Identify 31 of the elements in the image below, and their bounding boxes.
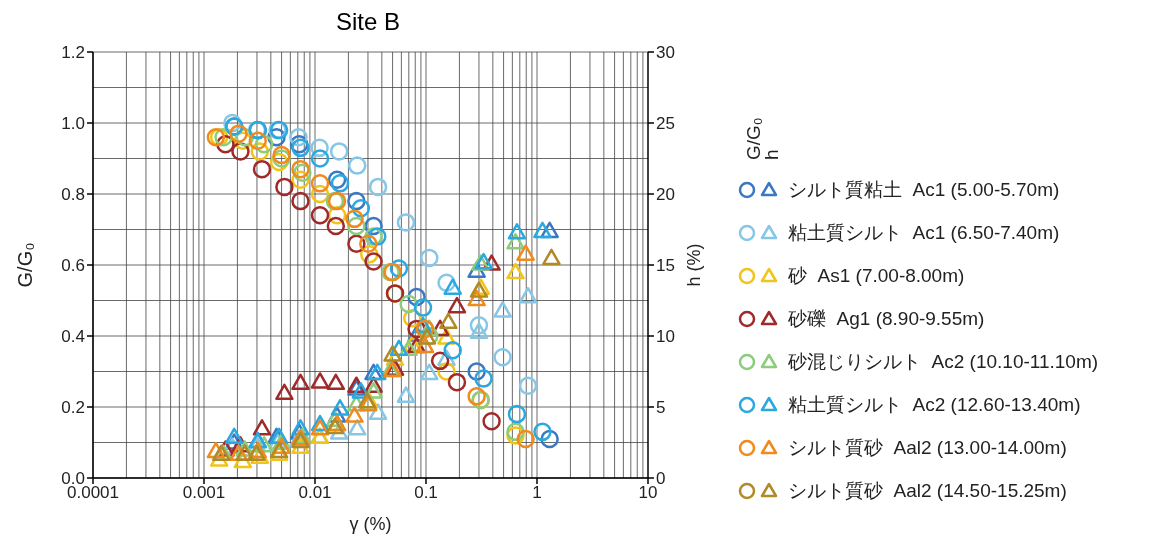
legend-label: 砂混じりシルト Ac2 (10.10-11.10m)	[788, 349, 1099, 374]
legend-label: 粘土質シルト Ac1 (6.50-7.40m)	[788, 220, 1060, 245]
x-tick-label: 0.001	[182, 483, 226, 503]
x-tick-label: 1	[532, 483, 542, 503]
y2-tick-label: 10	[656, 327, 675, 347]
y-tick-label: 1.0	[61, 114, 85, 134]
legend-label: シルト質砂 Aal2 (14.50-15.25m)	[788, 478, 1067, 503]
y2-tick-label: 20	[656, 185, 675, 205]
y-axis-title: G/G₀	[14, 242, 36, 288]
y2-tick-label: 0	[656, 469, 666, 489]
legend-label: 砂 As1 (7.00-8.00m)	[788, 263, 965, 288]
legend-label: 砂礫 Ag1 (8.90-9.55m)	[788, 306, 985, 331]
legend-title: G/G₀ h	[743, 117, 782, 160]
chart-title: Site B	[335, 8, 401, 36]
y2-tick-label: 30	[656, 43, 675, 63]
legend-label: シルト質砂 Aal2 (13.00-14.00m)	[788, 435, 1067, 460]
y-tick-label: 0.8	[61, 185, 85, 205]
y-tick-label: 0.4	[61, 327, 85, 347]
x-tick-label: 0.01	[298, 483, 332, 503]
x-tick-label: 0.1	[414, 483, 438, 503]
y-tick-label: 0.6	[61, 256, 85, 276]
y2-axis-title: h (%)	[684, 243, 704, 287]
x-tick-label: 10	[638, 483, 658, 503]
y2-tick-label: 5	[656, 398, 666, 418]
y2-tick-label: 15	[656, 256, 675, 276]
legend-label: シルト質粘土 Ac1 (5.00-5.70m)	[788, 177, 1060, 202]
x-axis-title: γ (%)	[349, 514, 392, 534]
y-tick-label: 1.2	[61, 43, 85, 63]
legend-label: 粘土質シルト Ac2 (12.60-13.40m)	[788, 392, 1081, 417]
y-tick-label: 0.2	[61, 398, 85, 418]
y2-tick-label: 25	[656, 114, 675, 134]
